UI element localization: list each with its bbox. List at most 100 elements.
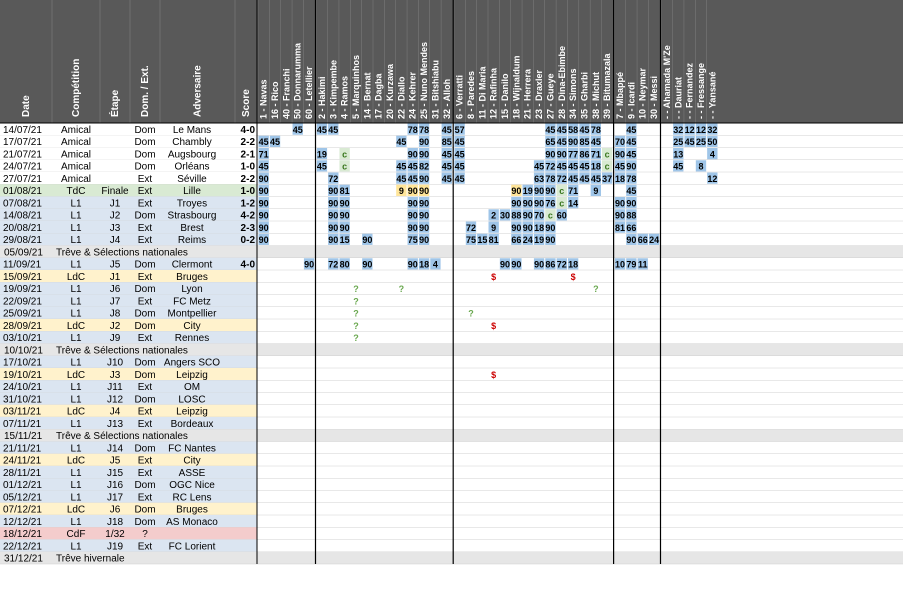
match-stage: J7 bbox=[110, 296, 121, 307]
player-minutes: 90 bbox=[615, 149, 625, 159]
player-cell bbox=[418, 135, 430, 147]
player-cell bbox=[673, 135, 684, 147]
player-cell bbox=[511, 233, 522, 245]
row-background bbox=[0, 429, 257, 442]
player-minutes: 90 bbox=[328, 186, 338, 196]
player-minutes: 15 bbox=[477, 235, 487, 245]
player-minutes: 19 bbox=[523, 186, 533, 196]
player-minutes: 45 bbox=[455, 137, 465, 147]
row-background bbox=[0, 306, 257, 319]
match-date: 25/09/21 bbox=[3, 309, 42, 320]
match-stage: J5 bbox=[110, 456, 121, 467]
player-minutes: 45 bbox=[455, 149, 465, 159]
player-cell bbox=[545, 209, 556, 221]
player-cell bbox=[418, 172, 430, 184]
player-minutes: c bbox=[605, 162, 610, 172]
player-minutes: 45 bbox=[591, 137, 601, 147]
player-minutes: 90 bbox=[304, 260, 314, 270]
player-minutes: 45 bbox=[568, 174, 578, 184]
match-opponent: Bordeaux bbox=[171, 419, 214, 430]
player-cell bbox=[648, 233, 660, 245]
match-venue: Ext bbox=[138, 382, 153, 393]
player-cell bbox=[522, 209, 533, 221]
player-cell bbox=[545, 123, 556, 135]
player-cell bbox=[339, 258, 350, 270]
player-minutes: 45 bbox=[396, 174, 406, 184]
match-venue: Dom bbox=[134, 517, 155, 528]
player-cell bbox=[626, 135, 637, 147]
player-minutes: 45 bbox=[259, 137, 269, 147]
player-header: 40 - Franchi bbox=[281, 68, 291, 119]
row-background bbox=[0, 123, 257, 136]
player-cell bbox=[614, 135, 626, 147]
player-cell bbox=[418, 160, 430, 172]
player-cell bbox=[556, 135, 567, 147]
player-minutes: 2 bbox=[491, 211, 496, 221]
player-cell bbox=[614, 160, 626, 172]
player-minutes: 9 bbox=[399, 186, 404, 196]
player-minutes: 24 bbox=[649, 235, 659, 245]
match-opponent: Montpellier bbox=[168, 309, 218, 320]
player-cell bbox=[602, 148, 613, 160]
player-minutes: 45 bbox=[615, 162, 625, 172]
player-minutes: 90 bbox=[523, 198, 533, 208]
player-header: 14 - Bernat bbox=[362, 72, 372, 119]
player-cell bbox=[511, 197, 522, 209]
match-competition: L1 bbox=[70, 260, 82, 271]
row-background bbox=[0, 159, 257, 172]
player-minutes: 45 bbox=[685, 137, 695, 147]
player-minutes: 90 bbox=[408, 186, 418, 196]
player-minutes: 90 bbox=[419, 174, 429, 184]
match-competition: LdC bbox=[67, 272, 85, 283]
player-cell bbox=[258, 197, 269, 209]
player-header: 9 - Icardi bbox=[626, 82, 636, 119]
match-date: 11/09/21 bbox=[3, 260, 42, 271]
player-minutes: 32 bbox=[673, 125, 683, 135]
row-background bbox=[0, 257, 257, 270]
player-minutes: 72 bbox=[328, 260, 338, 270]
match-opponent: Bruges bbox=[176, 505, 208, 516]
match-score: 1-0 bbox=[241, 162, 256, 173]
player-minutes: 90 bbox=[545, 149, 555, 159]
player-cell bbox=[328, 209, 339, 221]
match-score: 2-2 bbox=[241, 137, 256, 148]
player-cell bbox=[292, 123, 303, 135]
player-cell bbox=[695, 160, 707, 172]
row-background bbox=[0, 245, 257, 258]
player-cell bbox=[328, 221, 339, 233]
row-background bbox=[0, 368, 257, 381]
row-grid-background bbox=[257, 429, 903, 442]
row-background bbox=[0, 233, 257, 246]
match-stage: J1 bbox=[110, 198, 121, 209]
player-minutes: 37 bbox=[602, 174, 612, 184]
match-opponent: City bbox=[183, 456, 200, 467]
player-header: 10 - Neymar bbox=[638, 67, 648, 119]
player-minutes: 45 bbox=[317, 162, 327, 172]
player-cell bbox=[418, 221, 430, 233]
player-cell bbox=[626, 197, 637, 209]
player-header: 17 - Dagba bbox=[374, 72, 384, 119]
player-minutes: 30 bbox=[500, 211, 510, 221]
match-venue: Ext bbox=[138, 235, 153, 246]
player-minutes: 90 bbox=[408, 211, 418, 221]
player-minutes: 90 bbox=[259, 174, 269, 184]
player-cell bbox=[533, 172, 545, 184]
match-opponent: Clermont bbox=[172, 260, 213, 271]
match-stage: J18 bbox=[107, 517, 124, 528]
player-minutes: 90 bbox=[419, 211, 429, 221]
match-date: 21/07/21 bbox=[3, 149, 42, 160]
player-cell bbox=[258, 148, 269, 160]
player-minutes: 90 bbox=[259, 211, 269, 221]
player-cell bbox=[567, 148, 579, 160]
player-cell bbox=[396, 135, 407, 147]
player-minutes: 60 bbox=[557, 211, 567, 221]
column-header-competition: Compétition bbox=[71, 59, 82, 117]
match-date: 07/08/21 bbox=[3, 198, 42, 209]
row-background bbox=[0, 172, 257, 185]
player-minutes: 90 bbox=[626, 235, 636, 245]
match-opponent: Le Mans bbox=[173, 125, 211, 136]
player-cell bbox=[567, 172, 579, 184]
player-minutes: 45 bbox=[626, 125, 636, 135]
player-minutes: 75 bbox=[466, 235, 476, 245]
